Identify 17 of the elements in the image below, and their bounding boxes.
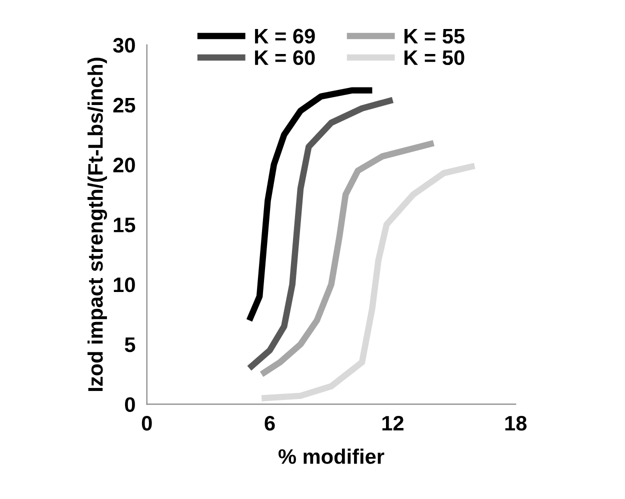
x-tick-label: 0 — [142, 416, 152, 431]
legend-label: K = 55 — [404, 29, 465, 44]
y-tick-label: 5 — [124, 338, 136, 352]
legend-label: K = 69 — [255, 28, 315, 44]
y-tick-label: 15 — [114, 218, 136, 232]
y-tick-label: 30 — [113, 38, 135, 53]
x-tick-label: 18 — [505, 416, 527, 431]
x-tick-label: 6 — [264, 416, 275, 431]
y-tick-label: 25 — [113, 98, 136, 113]
x-tick-label: 12 — [382, 416, 404, 430]
y-axis-title: Izod impact strength/(Ft-Lbs/inch) — [88, 58, 108, 391]
y-tick-label: 0 — [125, 397, 135, 412]
legend-label: K = 50 — [404, 50, 464, 66]
x-axis-title: % modifier — [278, 448, 384, 464]
legend-label: K = 60 — [255, 50, 315, 66]
y-tick-label: 10 — [114, 277, 135, 292]
y-tick-label: 20 — [113, 158, 135, 172]
